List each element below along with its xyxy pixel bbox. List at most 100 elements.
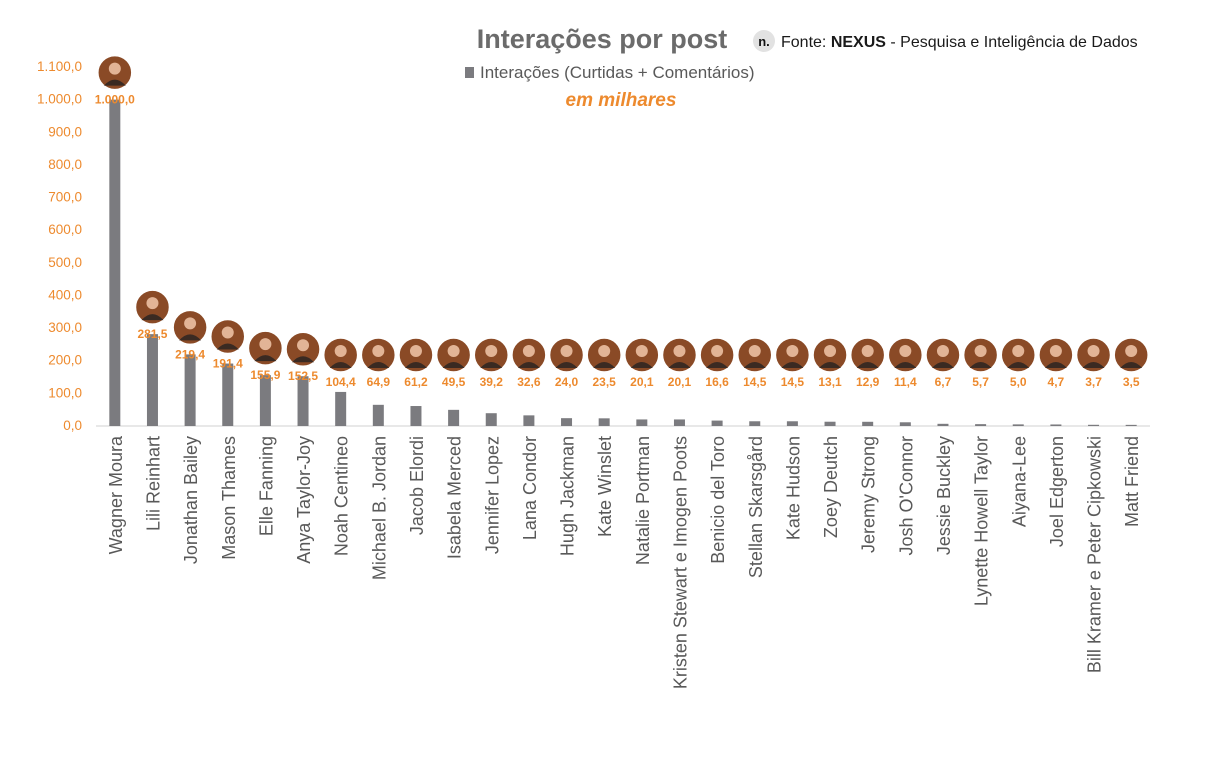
avatar-shoulders — [103, 79, 126, 86]
y-tick-label: 1.100,0 — [37, 59, 82, 74]
y-tick-label: 900,0 — [48, 124, 82, 139]
data-label: 39,2 — [480, 375, 504, 389]
avatar-face — [635, 345, 648, 357]
avatar-face — [334, 345, 347, 357]
bar — [448, 409, 460, 426]
data-label: 281,5 — [137, 327, 167, 341]
bar — [109, 99, 121, 427]
x-tick-label: Zoey Deutch — [821, 436, 841, 538]
bar — [410, 406, 422, 426]
y-tick-label: 600,0 — [48, 222, 82, 237]
data-label: 20,1 — [630, 375, 654, 389]
y-tick-label: 300,0 — [48, 320, 82, 335]
data-label: 5,0 — [1010, 375, 1027, 389]
data-label: 219,4 — [175, 347, 205, 361]
y-tick-label: 200,0 — [48, 353, 82, 368]
avatar-shoulders — [969, 362, 992, 368]
avatar-shoulders — [894, 362, 917, 368]
x-tick-label: Jessie Buckley — [934, 436, 954, 555]
avatar-face — [108, 62, 121, 75]
x-tick-label: Jonathan Bailey — [181, 436, 201, 564]
x-tick-label: Kristen Stewart e Imogen Poots — [670, 436, 690, 689]
bar — [523, 415, 535, 426]
avatars — [97, 54, 1149, 373]
data-label: 24,0 — [555, 375, 579, 389]
avatar-face — [447, 345, 460, 357]
chart-title: Interações por post — [477, 24, 728, 54]
avatar-shoulders — [292, 356, 315, 363]
avatar-face — [297, 339, 310, 352]
avatar-face — [1049, 345, 1062, 357]
avatar-face — [1087, 345, 1100, 357]
bar — [561, 418, 573, 426]
avatar-shoulders — [555, 362, 578, 368]
avatar-shoulders — [706, 362, 729, 368]
bar — [1012, 424, 1024, 426]
x-tick-label: Noah Centineo — [332, 436, 352, 556]
x-tick-label: Kate Winslet — [595, 436, 615, 537]
data-label: 64,9 — [367, 375, 391, 389]
source-brand: NEXUS — [831, 34, 886, 51]
bar — [1088, 424, 1100, 426]
legend-swatch — [465, 67, 474, 78]
x-axis: Wagner Moura Lili Reinhart Jonathan Bailey… — [106, 435, 1142, 689]
x-tick-label: Lili Reinhart — [143, 436, 163, 531]
x-tick-label: Lana Condor — [520, 436, 540, 540]
avatar-shoulders — [442, 362, 465, 368]
x-tick-label: Natalie Portman — [633, 436, 653, 565]
avatar-face — [598, 345, 611, 357]
x-tick-label: Wagner Moura — [106, 435, 126, 554]
data-labels: 1.000,0 281,5 219,4 191,4 155,9 152,5 104,4 64,… — [95, 93, 1140, 389]
source-text: Fonte: NEXUS - Pesquisa e Inteligência d… — [781, 34, 1138, 51]
y-axis: 0,0 100,0 200,0 300,0 400,0 500,0 600,0 700,0 80… — [37, 59, 82, 433]
bar — [598, 418, 610, 426]
data-label: 11,4 — [894, 375, 917, 389]
bar — [711, 420, 723, 426]
data-label: 6,7 — [935, 375, 952, 389]
data-label: 191,4 — [213, 357, 243, 371]
bar — [899, 422, 911, 426]
data-label: 3,5 — [1123, 375, 1140, 389]
bar — [259, 375, 271, 426]
bar — [297, 376, 309, 426]
data-label: 14,5 — [743, 375, 767, 389]
x-tick-label: Mason Thames — [219, 436, 239, 560]
avatar-shoulders — [517, 362, 540, 368]
chart-subtitle: em milhares — [566, 90, 677, 111]
x-tick-label: Michael B. Jordan — [369, 436, 389, 580]
nexus-logo-letter: n. — [758, 34, 770, 49]
avatar-shoulders — [593, 362, 616, 368]
avatar-face — [409, 345, 422, 357]
data-label: 12,9 — [856, 375, 880, 389]
avatar-shoulders — [367, 362, 390, 368]
source-prefix: Fonte: — [781, 34, 831, 51]
x-tick-label: Matt Friend — [1122, 436, 1142, 527]
avatar-shoulders — [931, 362, 954, 368]
data-label: 16,6 — [705, 375, 729, 389]
bar — [372, 404, 384, 426]
source-suffix: - Pesquisa e Inteligência de Dados — [886, 34, 1138, 51]
x-tick-label: Isabela Merced — [445, 436, 465, 559]
avatar-shoulders — [1044, 362, 1067, 368]
y-tick-label: 700,0 — [48, 190, 82, 205]
avatar-shoulders — [1007, 362, 1030, 368]
y-tick-label: 100,0 — [48, 385, 82, 400]
avatar-shoulders — [480, 362, 503, 368]
avatar-face — [184, 317, 197, 330]
avatar-shoulders — [819, 362, 842, 368]
bar — [335, 391, 347, 426]
source-credit: n. Fonte: NEXUS - Pesquisa e Inteligênci… — [753, 30, 1138, 52]
bar — [749, 421, 761, 426]
avatar-shoulders — [668, 362, 691, 368]
avatar-shoulders — [179, 334, 202, 341]
data-label: 20,1 — [668, 375, 692, 389]
data-label: 61,2 — [404, 375, 428, 389]
bar — [862, 421, 874, 426]
x-tick-label: Hugh Jackman — [558, 436, 578, 556]
avatar-shoulders — [856, 362, 879, 368]
avatar-face — [372, 345, 385, 357]
avatar-face — [861, 345, 874, 357]
x-tick-label: Stellan Skarsgård — [746, 436, 766, 578]
avatar-shoulders — [781, 362, 804, 368]
avatar-shoulders — [141, 314, 164, 321]
